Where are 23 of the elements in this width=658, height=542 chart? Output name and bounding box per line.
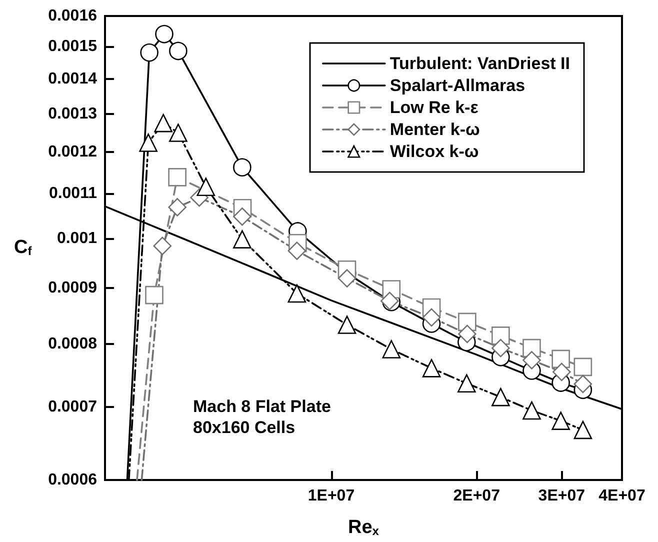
y-tick-label: 0.0007 (48, 398, 98, 416)
y-tick-label: 0.0014 (48, 70, 98, 88)
y-tick-label: 0.0006 (48, 472, 98, 488)
y-tick-label: 0.0016 (48, 8, 98, 24)
x-tick-label: 2E+07 (453, 488, 500, 504)
legend-label: Turbulent: VanDriest II (390, 54, 570, 73)
y-tick-label: 0.0011 (48, 184, 98, 202)
x-tick-label: 4E+07 (598, 488, 646, 504)
legend-label: Menter k-ω (390, 120, 480, 139)
legend-label: Low Re k-ε (390, 98, 478, 117)
y-axis-title: Cf (14, 237, 33, 258)
y-tick-label: 0.0013 (48, 106, 98, 123)
annotation: Mach 8 Flat Plate 80x160 Cells (193, 397, 331, 437)
y-tick-label: 0.001 (56, 230, 98, 247)
legend-label: Wilcox k-ω (390, 142, 479, 161)
y-tick-label: 0.0008 (48, 335, 98, 352)
x-tick-label: 1E+07 (308, 488, 355, 504)
legend-label: Spalart-Allmaras (390, 76, 526, 95)
x-tick-label: 3E+07 (538, 488, 586, 504)
x-axis-title: Rex (348, 517, 380, 538)
y-tick-label: 0.0009 (48, 280, 98, 297)
y-tick-label: 0.0015 (48, 38, 98, 56)
y-tick-label: 0.0012 (48, 144, 98, 161)
